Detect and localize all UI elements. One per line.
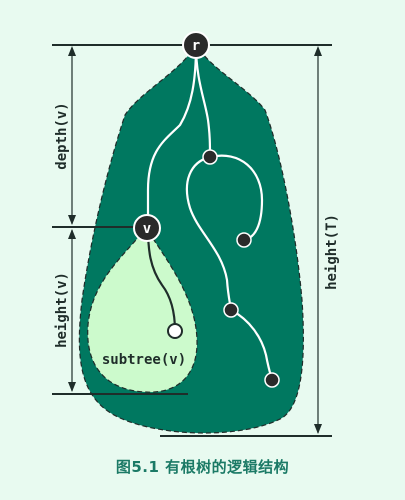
v-node: [133, 214, 161, 242]
edge-a-b: [209, 154, 264, 242]
tree-node: [202, 149, 218, 165]
edge-r-a: [194, 44, 212, 158]
root-node-label: r: [192, 38, 200, 54]
v-node-label: v: [143, 221, 151, 237]
depth-label: depth(v): [54, 102, 70, 169]
subtree-region: [87, 226, 198, 393]
subtree-label: subtree(v): [102, 352, 186, 368]
edge-a-c: [185, 155, 233, 311]
depth-dimension: [68, 46, 76, 225]
height-v-dimension: [68, 229, 76, 392]
edge-r-v: [146, 44, 198, 227]
root-node: [182, 31, 210, 59]
subtree-leaf-node: [167, 323, 183, 339]
edge-v-leaf: [146, 226, 177, 332]
leaf-node: [236, 232, 252, 248]
height-T-label: height(T): [324, 214, 340, 290]
height-T-dimension: [314, 46, 322, 434]
tree-node: [223, 302, 239, 318]
leaf-node: [264, 372, 280, 388]
figure-caption: 图5.1 有根树的逻辑结构: [115, 458, 290, 476]
height-v-label: height(v): [54, 272, 70, 348]
